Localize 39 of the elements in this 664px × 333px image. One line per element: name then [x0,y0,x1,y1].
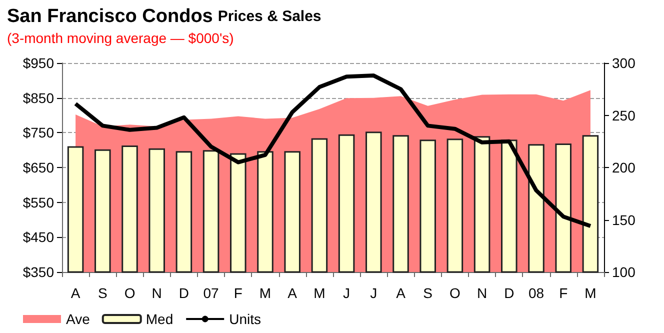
x-tick-label: M [314,285,326,301]
y-tick-label: $350 [22,264,54,280]
y2-tick-label: 200 [612,160,636,176]
legend-label: Med [146,311,174,327]
y2-tick-label: 250 [612,107,636,124]
x-tick-label: 08 [528,285,544,301]
x-tick-label: A [288,285,298,301]
x-tick-label: M [584,285,596,301]
x-tick-label: F [234,285,242,301]
x-tick-label: M [259,285,272,301]
y2-tick-label: 150 [612,212,636,228]
x-tick-label: O [124,285,136,301]
y-tick-label: $450 [22,229,54,246]
legend-label: Ave [66,311,90,327]
y-tick-label: $750 [22,124,54,141]
y-tick-label: $650 [22,160,54,176]
x-tick-label: N [476,285,488,301]
legend-label: Units [229,311,262,327]
y-tick-label: $850 [22,90,54,106]
x-tick-label: A [396,285,406,301]
x-tick-label: F [559,285,568,301]
x-tick-label: A [70,285,81,301]
x-tick-label: J [370,285,378,301]
x-tick-label: S [98,285,108,301]
x-tick-label: O [450,285,461,301]
y-tick-label: $950 [22,55,54,71]
x-tick-label: J [343,285,350,301]
x-tick-label: 07 [203,285,220,301]
y-tick-label: $550 [22,194,54,210]
line-series [74,74,592,228]
text: (3-month moving average — $000's) [7,30,234,46]
y2-tick-label: 300 [612,55,636,71]
x-tick-label: D [178,285,190,301]
x-tick-label: D [504,285,514,301]
x-tick-label: N [152,285,162,301]
y2-tick-label: 100 [612,264,636,280]
x-tick-label: S [423,285,433,301]
chart-subtitle: Prices & Sales [218,8,322,25]
chart-title: San Francisco Condos [7,6,213,27]
